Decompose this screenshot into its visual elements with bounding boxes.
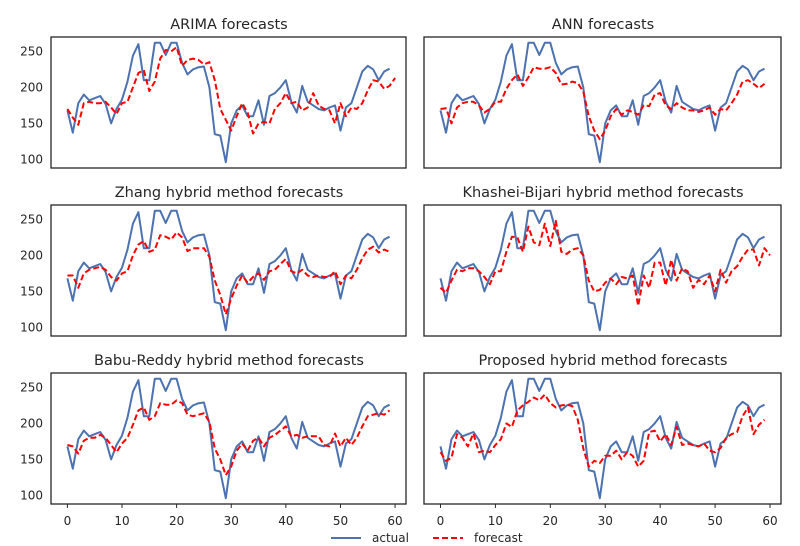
series-actual-line xyxy=(439,41,765,164)
axes-frame xyxy=(50,372,407,505)
x-tick-label: 10 xyxy=(488,514,503,528)
series-actual-line xyxy=(66,209,391,332)
axes-frame xyxy=(423,372,782,505)
x-tick-label: 50 xyxy=(707,514,722,528)
x-tick-label: 20 xyxy=(169,514,184,528)
panel-arima: ARIMA forecasts 100 150 200 250 xyxy=(20,17,407,169)
axes-frame xyxy=(50,36,407,169)
series-forecast-line xyxy=(67,231,390,316)
axes-frame xyxy=(50,204,407,337)
x-tick-label: 0 xyxy=(437,514,445,528)
panel-proposed: Proposed hybrid method forecasts 0 10 20 30… xyxy=(423,353,782,528)
series-actual-line xyxy=(66,377,391,500)
plot-area xyxy=(423,204,782,337)
x-tick-label: 30 xyxy=(224,514,239,528)
panel-babu-reddy: Babu-Reddy hybrid method forecasts 10015… xyxy=(20,353,407,528)
legend-label-forecast: forecast xyxy=(474,531,523,545)
panel-ann: ANN forecasts xyxy=(423,17,782,169)
series-forecast-line xyxy=(66,46,396,135)
series-forecast-line xyxy=(67,399,391,477)
legend-label-actual: actual xyxy=(372,531,409,545)
panel-title: ARIMA forecasts xyxy=(170,17,288,33)
plot-area: 100 150 200 250 xyxy=(20,204,407,337)
panel-title: Khashei-Bijari hybrid method forecasts xyxy=(462,185,743,201)
y-tick-label: 100 xyxy=(20,152,43,166)
series-forecast-line xyxy=(439,393,766,468)
x-tick-label: 40 xyxy=(278,514,293,528)
y-tick-label: 150 xyxy=(20,116,43,130)
panel-khashei-bijari: Khashei-Bijari hybrid method forecasts xyxy=(423,185,782,337)
series-forecast-line xyxy=(439,219,771,307)
plot-area xyxy=(423,36,782,169)
axes-frame xyxy=(423,204,782,337)
y-tick-label: 200 xyxy=(20,416,43,430)
y-tick-label: 100 xyxy=(20,320,43,334)
panel-title: Babu-Reddy hybrid method forecasts xyxy=(94,353,364,369)
y-tick-label: 100 xyxy=(20,488,43,502)
panel-zhang: Zhang hybrid method forecasts 100 150 200 2… xyxy=(20,185,407,337)
x-tick-label: 60 xyxy=(387,514,402,528)
x-tick-label: 0 xyxy=(64,514,72,528)
panel-title: Proposed hybrid method forecasts xyxy=(479,353,728,369)
plot-area: 100 150 200 250 0 10 20 30 40 50 60 xyxy=(20,372,407,528)
x-tick-label: 50 xyxy=(333,514,348,528)
y-tick-label: 150 xyxy=(20,284,43,298)
x-tick-label: 60 xyxy=(762,514,777,528)
plot-area: 0 10 20 30 40 50 60 xyxy=(423,372,782,528)
x-tick-label: 20 xyxy=(543,514,558,528)
y-tick-label: 250 xyxy=(20,44,43,58)
axes-frame xyxy=(423,36,782,169)
panel-title: Zhang hybrid method forecasts xyxy=(115,185,344,201)
legend: actual forecast xyxy=(331,531,523,545)
y-tick-label: 200 xyxy=(20,248,43,262)
x-tick-label: 40 xyxy=(653,514,668,528)
panel-title: ANN forecasts xyxy=(552,17,654,33)
plot-area: 100 150 200 250 xyxy=(20,36,407,169)
y-tick-label: 150 xyxy=(20,452,43,466)
y-tick-label: 250 xyxy=(20,380,43,394)
x-tick-label: 30 xyxy=(598,514,613,528)
x-tick-label: 10 xyxy=(114,514,129,528)
series-actual-line xyxy=(439,377,765,500)
series-actual-line xyxy=(66,41,391,164)
series-forecast-line xyxy=(440,66,766,141)
y-tick-label: 250 xyxy=(20,212,43,226)
y-tick-label: 200 xyxy=(20,80,43,94)
